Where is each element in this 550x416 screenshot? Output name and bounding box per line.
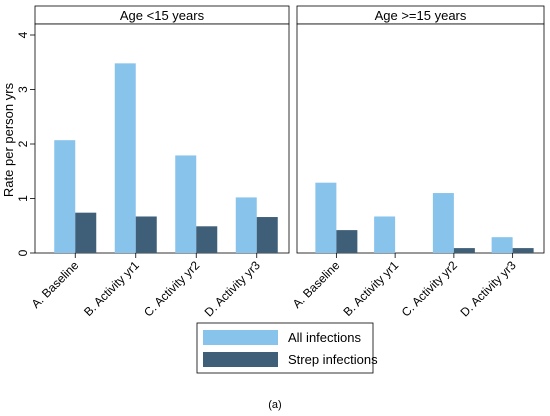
bar-strep-infections-a-baseline (75, 212, 97, 253)
bar-all-infections-b-activity-yr1 (374, 216, 396, 253)
bar-strep-infections-b-activity-yr1 (135, 216, 157, 253)
y-tick-label: 0 (16, 249, 30, 256)
bar-all-infections-a-baseline (54, 140, 76, 253)
bar-all-infections-b-activity-yr1 (114, 63, 136, 254)
bar-all-infections-a-baseline (315, 182, 337, 253)
y-tick-label: 3 (16, 86, 30, 93)
bar-all-infections-d-activity-yr3 (235, 197, 257, 253)
bar-all-infections-c-activity-yr2 (432, 193, 454, 253)
y-tick-label: 1 (16, 195, 30, 202)
panel-title: Age >=15 years (375, 8, 467, 23)
bar-all-infections-d-activity-yr3 (491, 237, 513, 253)
x-tick-label: B. Activity yr1 (81, 258, 142, 319)
panel-title: Age <15 years (120, 8, 205, 23)
figure-caption: (a) (268, 399, 281, 411)
bar-strep-infections-a-baseline (336, 230, 358, 253)
bar-all-infections-c-activity-yr2 (175, 155, 197, 253)
plot-area (296, 23, 545, 254)
x-tick-label: D. Activity yr3 (457, 258, 519, 320)
x-tick-label: D. Activity yr3 (202, 258, 264, 320)
legend-label-all-infections: All infections (288, 330, 361, 345)
bar-strep-infections-d-activity-yr3 (512, 248, 534, 253)
y-axis: 0 1 2 3 4 (16, 31, 35, 256)
legend-swatch-strep-infections (203, 352, 278, 367)
x-tick-label: B. Activity yr1 (340, 258, 401, 319)
x-tick-label: A. Baseline (29, 258, 82, 311)
panel-age-15-years: Age <15 years A. Baseline B. Activity yr1 C… (29, 5, 290, 320)
x-tick-label: A. Baseline (290, 258, 343, 311)
bar-strep-infections-c-activity-yr2 (453, 248, 475, 253)
legend-label-strep-infections: Strep infections (288, 352, 378, 367)
bar-strep-infections-c-activity-yr2 (196, 226, 218, 253)
x-tick-label: C. Activity yr2 (141, 258, 203, 320)
bar-strep-infections-d-activity-yr3 (256, 217, 278, 253)
legend: All infections Strep infections (196, 322, 378, 374)
x-tick-label: C. Activity yr2 (399, 258, 461, 320)
y-tick-label: 2 (16, 140, 30, 147)
y-tick-label: 4 (16, 31, 30, 38)
y-axis-label: Rate per person yrs (1, 82, 16, 197)
legend-swatch-all-infections (203, 330, 278, 345)
